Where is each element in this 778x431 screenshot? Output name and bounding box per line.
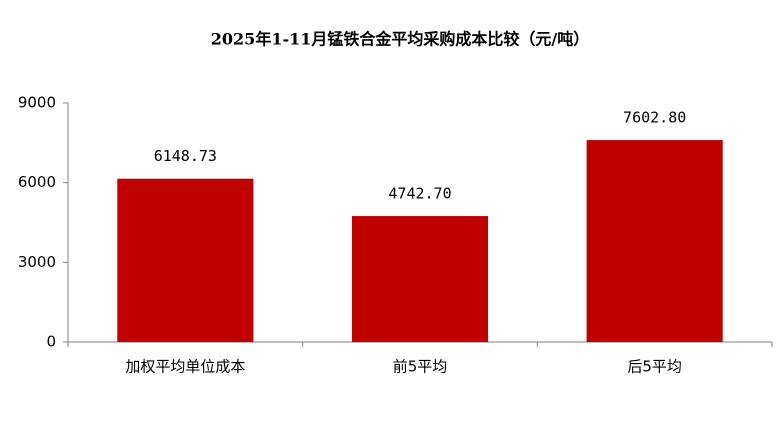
chart-title: 2025年1-11月锰铁合金平均采购成本比较（元/吨） [211, 30, 589, 49]
x-tick-label: 后5平均 [627, 358, 682, 376]
y-tick-label: 3000 [18, 253, 56, 271]
value-label: 7602.80 [623, 109, 686, 127]
y-tick-label: 9000 [18, 94, 56, 112]
x-tick-label: 前5平均 [393, 358, 448, 376]
y-tick-label: 6000 [18, 173, 56, 191]
bar [586, 140, 723, 342]
value-label: 6148.73 [154, 147, 217, 165]
y-tick-label: 0 [46, 333, 56, 351]
bar [351, 216, 489, 342]
bar [117, 178, 254, 342]
x-tick-label: 加权平均单位成本 [125, 358, 245, 376]
value-label: 4742.70 [388, 185, 451, 203]
